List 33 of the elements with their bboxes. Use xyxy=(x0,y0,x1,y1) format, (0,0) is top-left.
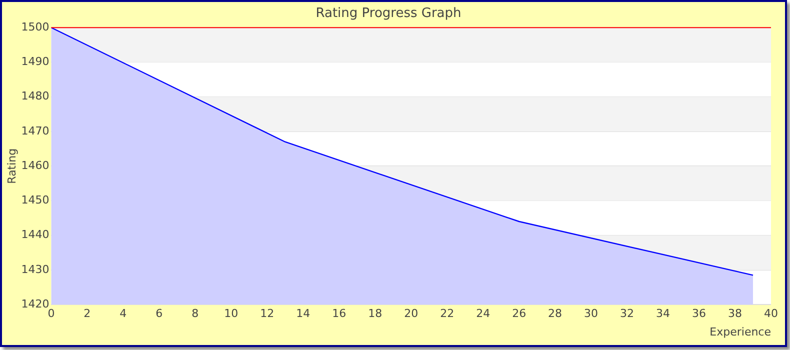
x-tick-label: 40 xyxy=(764,307,778,320)
x-tick-label: 22 xyxy=(440,307,454,320)
x-tick-label: 6 xyxy=(156,307,163,320)
x-tick-label: 2 xyxy=(84,307,91,320)
x-tick-label: 34 xyxy=(656,307,670,320)
x-tick-label: 28 xyxy=(548,307,562,320)
y-tick-label: 1490 xyxy=(21,55,50,68)
x-tick-label: 26 xyxy=(512,307,526,320)
x-tick-label: 24 xyxy=(476,307,490,320)
y-tick-label: 1480 xyxy=(21,90,50,103)
x-tick-label: 32 xyxy=(620,307,634,320)
chart-title: Rating Progress Graph xyxy=(316,6,462,22)
x-tick-label: 8 xyxy=(192,307,199,320)
y-tick-label: 1420 xyxy=(21,297,50,310)
x-tick-label: 0 xyxy=(48,307,55,320)
x-tick-label: 4 xyxy=(120,307,127,320)
x-tick-label: 18 xyxy=(368,307,382,320)
x-tick-label: 14 xyxy=(296,307,310,320)
y-axis-title: Rating xyxy=(5,148,18,184)
y-tick-label: 1500 xyxy=(21,20,50,34)
y-tick-label: 1430 xyxy=(21,262,50,276)
x-tick-label: 12 xyxy=(260,307,274,320)
x-tick-label: 16 xyxy=(332,307,346,320)
x-tick-label: 10 xyxy=(224,307,238,320)
x-tick-label: 20 xyxy=(404,307,418,320)
x-tick-label: 38 xyxy=(728,307,742,320)
x-tick-label: 30 xyxy=(584,307,598,320)
y-tick-label: 1440 xyxy=(21,228,50,242)
y-tick-label: 1470 xyxy=(21,124,50,138)
y-tick-label: 1460 xyxy=(21,158,50,172)
y-tick-label: 1450 xyxy=(21,194,50,207)
x-axis-title: Experience xyxy=(710,325,772,338)
x-tick-label: 36 xyxy=(692,307,706,320)
